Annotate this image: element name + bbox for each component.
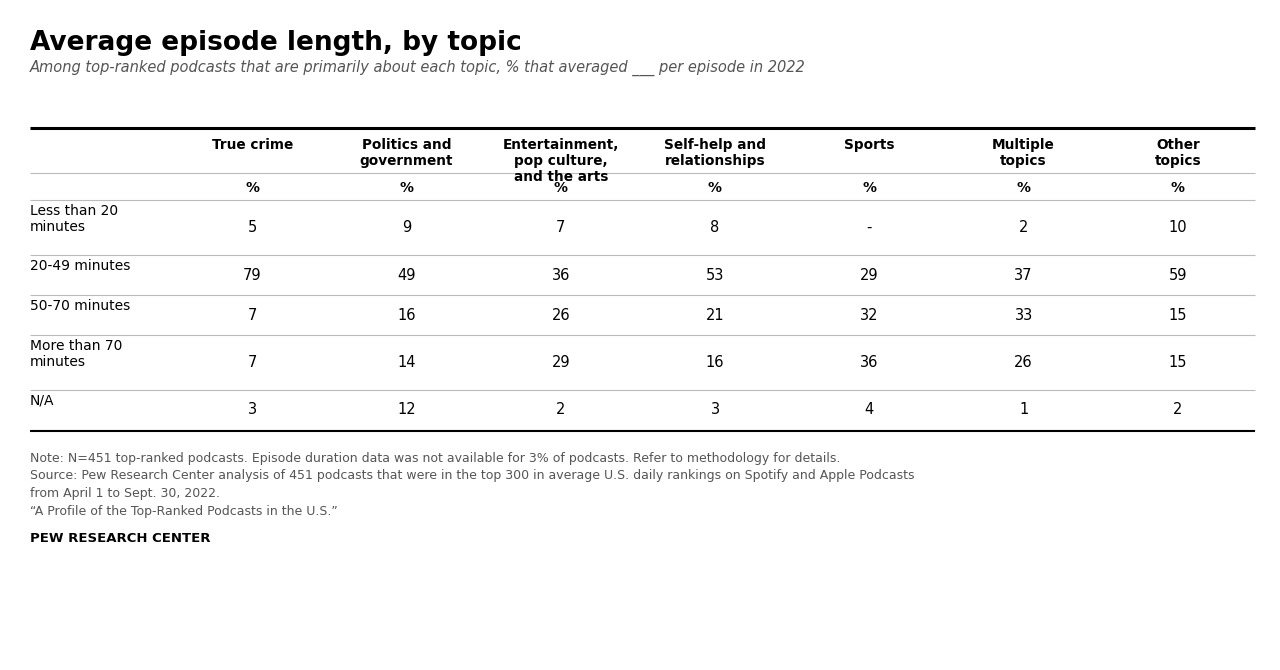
Text: 5: 5 (247, 220, 257, 235)
Text: %: % (863, 181, 877, 195)
Text: Note: N=451 top-ranked podcasts. Episode duration data was not available for 3% : Note: N=451 top-ranked podcasts. Episode… (29, 452, 841, 465)
Text: %: % (1171, 181, 1185, 195)
Text: 49: 49 (397, 267, 416, 283)
Text: 12: 12 (397, 403, 416, 417)
Text: -: - (867, 220, 872, 235)
Text: 8: 8 (710, 220, 719, 235)
Text: 7: 7 (556, 220, 566, 235)
Text: 59: 59 (1169, 267, 1187, 283)
Text: True crime: True crime (211, 138, 293, 152)
Text: Source: Pew Research Center analysis of 451 podcasts that were in the top 300 in: Source: Pew Research Center analysis of … (29, 470, 914, 482)
Text: 29: 29 (860, 267, 878, 283)
Text: 1: 1 (1019, 403, 1028, 417)
Text: 50-70 minutes: 50-70 minutes (29, 299, 131, 313)
Text: 32: 32 (860, 308, 878, 322)
Text: 26: 26 (552, 308, 570, 322)
Text: 7: 7 (247, 355, 257, 370)
Text: 20-49 minutes: 20-49 minutes (29, 259, 131, 273)
Text: 53: 53 (705, 267, 724, 283)
Text: %: % (399, 181, 413, 195)
Text: 33: 33 (1015, 308, 1033, 322)
Text: Other
topics: Other topics (1155, 138, 1201, 168)
Text: Sports: Sports (844, 138, 895, 152)
Text: 4: 4 (865, 403, 874, 417)
Text: 2: 2 (1174, 403, 1183, 417)
Text: %: % (1016, 181, 1030, 195)
Text: Average episode length, by topic: Average episode length, by topic (29, 30, 522, 56)
Text: %: % (708, 181, 722, 195)
Text: 16: 16 (705, 355, 724, 370)
Text: Politics and
government: Politics and government (360, 138, 453, 168)
Text: %: % (554, 181, 568, 195)
Text: More than 70
minutes: More than 70 minutes (29, 339, 123, 369)
Text: 16: 16 (397, 308, 416, 322)
Text: 2: 2 (556, 403, 566, 417)
Text: 7: 7 (247, 308, 257, 322)
Text: 14: 14 (397, 355, 416, 370)
Text: PEW RESEARCH CENTER: PEW RESEARCH CENTER (29, 532, 210, 545)
Text: Less than 20
minutes: Less than 20 minutes (29, 204, 118, 234)
Text: 15: 15 (1169, 355, 1187, 370)
Text: 3: 3 (247, 403, 257, 417)
Text: Entertainment,
pop culture,
and the arts: Entertainment, pop culture, and the arts (503, 138, 620, 184)
Text: 37: 37 (1014, 267, 1033, 283)
Text: 21: 21 (705, 308, 724, 322)
Text: 10: 10 (1169, 220, 1187, 235)
Text: %: % (246, 181, 259, 195)
Text: 2: 2 (1019, 220, 1028, 235)
Text: “A Profile of the Top-Ranked Podcasts in the U.S.”: “A Profile of the Top-Ranked Podcasts in… (29, 505, 338, 517)
Text: 29: 29 (552, 355, 570, 370)
Text: N/A: N/A (29, 394, 55, 408)
Text: 3: 3 (710, 403, 719, 417)
Text: 26: 26 (1014, 355, 1033, 370)
Text: Multiple
topics: Multiple topics (992, 138, 1055, 168)
Text: Among top-ranked podcasts that are primarily about each topic, % that averaged _: Among top-ranked podcasts that are prima… (29, 60, 805, 76)
Text: 36: 36 (552, 267, 570, 283)
Text: 9: 9 (402, 220, 411, 235)
Text: from April 1 to Sept. 30, 2022.: from April 1 to Sept. 30, 2022. (29, 487, 220, 500)
Text: Self-help and
relationships: Self-help and relationships (664, 138, 765, 168)
Text: 15: 15 (1169, 308, 1187, 322)
Text: 79: 79 (243, 267, 261, 283)
Text: 36: 36 (860, 355, 878, 370)
